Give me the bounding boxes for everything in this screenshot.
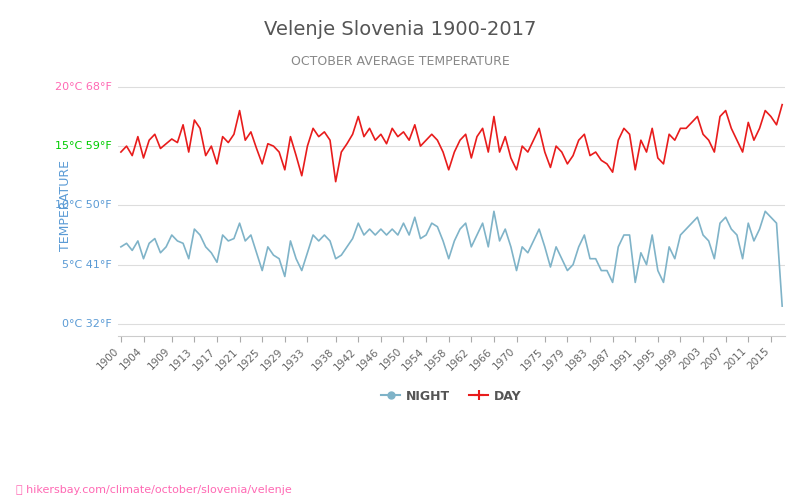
Text: 📍 hikersbay.com/climate/october/slovenia/velenje: 📍 hikersbay.com/climate/october/slovenia… <box>16 485 292 495</box>
Text: 0°C 32°F: 0°C 32°F <box>62 319 111 329</box>
Y-axis label: TEMPERATURE: TEMPERATURE <box>58 160 71 251</box>
Text: Velenje Slovenia 1900-2017: Velenje Slovenia 1900-2017 <box>264 20 536 39</box>
Text: 20°C 68°F: 20°C 68°F <box>54 82 111 92</box>
Text: 5°C 41°F: 5°C 41°F <box>62 260 111 270</box>
Legend: NIGHT, DAY: NIGHT, DAY <box>376 384 526 407</box>
Text: 15°C 59°F: 15°C 59°F <box>54 141 111 151</box>
Text: 10°C 50°F: 10°C 50°F <box>54 200 111 210</box>
Text: OCTOBER AVERAGE TEMPERATURE: OCTOBER AVERAGE TEMPERATURE <box>290 55 510 68</box>
